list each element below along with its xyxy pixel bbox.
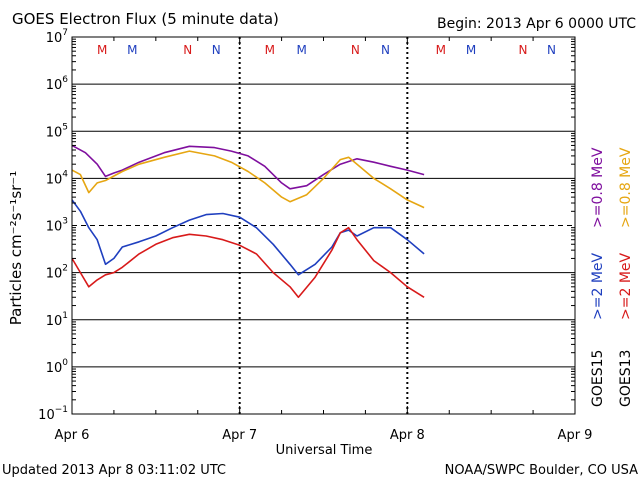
x-tick-label: Apr 7 xyxy=(222,428,257,443)
x-tick-label: Apr 6 xyxy=(55,428,90,443)
y-tick-label: 106 xyxy=(46,75,69,93)
y-tick-label: 105 xyxy=(46,122,68,140)
series-line-purple xyxy=(71,144,425,190)
x-axis-ticks: Apr 6 Apr 7 Apr 8 Apr 9 xyxy=(55,37,593,443)
data-series xyxy=(71,144,425,299)
credit-line: NOAA/SWPC Boulder, CO USA xyxy=(445,463,638,478)
grid xyxy=(72,83,575,368)
y-tick-base: 10 xyxy=(38,408,55,423)
mn-marker: N xyxy=(519,43,528,57)
mn-marker: M xyxy=(297,43,307,57)
y-tick-base: 10 xyxy=(46,172,63,187)
legend-purple-label: >=0.8 MeV xyxy=(590,147,606,228)
begin-date: Begin: 2013 Apr 6 0000 UTC xyxy=(437,16,636,32)
y-axis-label: Particles cm⁻²s⁻¹sr⁻¹ xyxy=(7,171,25,325)
mn-marker: M xyxy=(127,43,137,57)
legend: GOES15 GOES13 >=2 MeV >=2 MeV >=0.8 MeV … xyxy=(590,147,634,407)
y-tick-label: 107 xyxy=(46,28,68,46)
y-tick-label: 101 xyxy=(46,311,68,329)
mn-marker: N xyxy=(547,43,556,57)
mn-marker: N xyxy=(351,43,360,57)
y-tick-label: 102 xyxy=(46,264,68,282)
mn-marker: N xyxy=(381,43,390,57)
y-tick-label: 104 xyxy=(46,169,69,187)
y-tick-exp: −1 xyxy=(55,405,68,415)
y-tick-base: 10 xyxy=(46,220,63,235)
mn-marker: M xyxy=(97,43,107,57)
x-axis-label: Universal Time xyxy=(276,443,373,458)
legend-goes13: GOES13 xyxy=(618,350,634,407)
mn-marker: N xyxy=(212,43,221,57)
x-tick-label: Apr 9 xyxy=(558,428,593,443)
y-tick-base: 10 xyxy=(46,78,63,93)
y-tick-exp: 4 xyxy=(62,169,68,179)
legend-orange-label: >=0.8 MeV xyxy=(618,147,634,228)
mn-marker: M xyxy=(436,43,446,57)
series-line-blue xyxy=(71,199,425,276)
y-tick-exp: 1 xyxy=(62,311,68,321)
y-tick-base: 10 xyxy=(46,314,63,329)
series-line-orange xyxy=(71,150,425,209)
y-tick-base: 10 xyxy=(46,125,63,140)
updated-timestamp: Updated 2013 Apr 8 03:11:02 UTC xyxy=(2,463,226,478)
y-tick-label: 103 xyxy=(46,217,68,235)
plot-frame xyxy=(71,36,576,415)
mn-marker: N xyxy=(183,43,192,57)
y-tick-exp: 2 xyxy=(62,264,68,274)
y-tick-base: 10 xyxy=(46,31,63,46)
mn-marker: M xyxy=(265,43,275,57)
y-tick-exp: 6 xyxy=(62,75,68,85)
y-tick-exp: 3 xyxy=(62,217,68,227)
legend-goes15: GOES15 xyxy=(590,350,606,407)
legend-red-label: >=2 MeV xyxy=(618,252,634,320)
chart-title: GOES Electron Flux (5 minute data) xyxy=(12,10,279,28)
mn-marker: M xyxy=(466,43,476,57)
y-tick-exp: 0 xyxy=(62,358,68,368)
x-tick-label: Apr 8 xyxy=(390,428,425,443)
y-tick-base: 10 xyxy=(46,361,63,376)
y-tick-label: 100 xyxy=(46,358,69,376)
series-line-red xyxy=(71,226,425,299)
legend-blue-label: >=2 MeV xyxy=(590,252,606,320)
y-tick-base: 10 xyxy=(46,267,63,282)
y-tick-exp: 5 xyxy=(62,122,68,132)
y-tick-exp: 7 xyxy=(62,28,68,38)
y-tick-label: 10−1 xyxy=(38,405,68,423)
